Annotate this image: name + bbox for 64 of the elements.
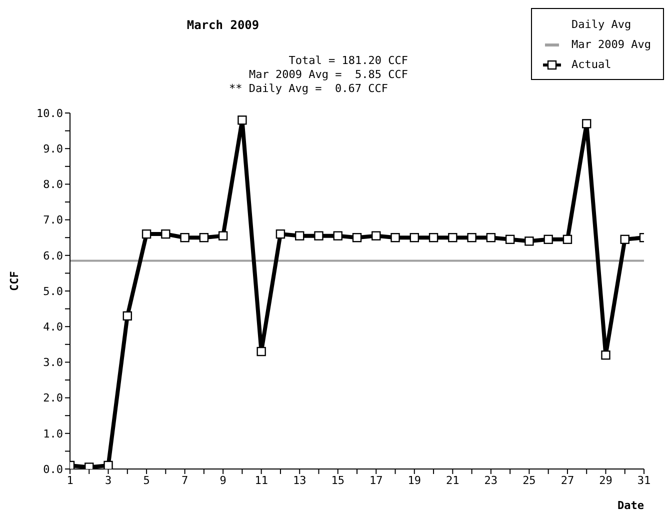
y-tick-label: 6.0 bbox=[43, 249, 63, 262]
y-tick-label: 7.0 bbox=[43, 214, 63, 227]
x-tick-label: 17 bbox=[370, 474, 383, 487]
point bbox=[295, 231, 304, 240]
text: ** Daily Avg = 0.67 CCF bbox=[228, 82, 389, 96]
point bbox=[333, 231, 342, 240]
x-tick-label: 21 bbox=[446, 474, 460, 487]
y-tick-label: 3.0 bbox=[43, 356, 63, 370]
point bbox=[372, 231, 381, 240]
legend-label: Actual bbox=[570, 57, 612, 73]
point bbox=[448, 233, 458, 242]
point bbox=[218, 231, 228, 240]
point bbox=[180, 233, 190, 242]
point bbox=[122, 311, 132, 321]
x-tick-label: 27 bbox=[560, 474, 574, 487]
x-tick-label: 15 bbox=[331, 474, 344, 487]
y-tick-label: 4.0 bbox=[43, 320, 63, 334]
y-tick-label: 10.0 bbox=[36, 106, 63, 120]
x-tick-label: 1 bbox=[66, 474, 74, 487]
x-tick-label: 23 bbox=[484, 474, 498, 487]
y-axis-title: CCF bbox=[8, 271, 21, 291]
x-axis-title: Date bbox=[618, 499, 644, 512]
point bbox=[142, 229, 152, 239]
legend-label: Mar 2009 Avg bbox=[570, 37, 651, 53]
point bbox=[390, 233, 400, 242]
point bbox=[256, 346, 266, 356]
y-tick-label: 5.0 bbox=[43, 284, 63, 298]
y-tick-label: 1.0 bbox=[43, 427, 63, 440]
x-tick-label: 3 bbox=[104, 474, 112, 487]
point bbox=[314, 231, 324, 240]
point bbox=[620, 234, 630, 244]
point bbox=[276, 229, 286, 239]
point bbox=[467, 233, 476, 242]
point bbox=[199, 233, 209, 242]
text: Total = 181.20 CCF bbox=[288, 54, 408, 68]
x-tick-label: 11 bbox=[254, 474, 268, 487]
x-tick-label: 29 bbox=[599, 474, 612, 487]
point bbox=[562, 234, 572, 244]
legend-title: Daily Avg bbox=[570, 17, 632, 33]
y-tick-label: 2.0 bbox=[43, 392, 63, 405]
y-tick-label: 0.0 bbox=[43, 462, 63, 476]
point bbox=[524, 236, 534, 246]
x-tick-label: 25 bbox=[522, 474, 536, 487]
x-tick-label: 9 bbox=[220, 474, 226, 487]
x-tick-label: 7 bbox=[181, 474, 188, 487]
point bbox=[410, 233, 419, 242]
x-tick-label: 19 bbox=[408, 474, 422, 487]
x-tick-label: 31 bbox=[637, 474, 651, 487]
point bbox=[486, 233, 496, 242]
point bbox=[601, 350, 610, 360]
point bbox=[428, 233, 438, 242]
x-tick-label: 5 bbox=[143, 474, 150, 487]
text: Mar 2009 Avg = 5.85 CCF bbox=[248, 68, 408, 82]
point bbox=[505, 234, 515, 244]
y-tick-label: 9.0 bbox=[43, 142, 63, 156]
chart-title: March 2009 bbox=[186, 18, 260, 32]
y-tick-label: 8.0 bbox=[43, 178, 63, 192]
point bbox=[104, 460, 113, 469]
point bbox=[352, 233, 362, 242]
point bbox=[161, 229, 170, 239]
point bbox=[544, 234, 553, 244]
x-tick-label: 13 bbox=[292, 474, 306, 487]
point bbox=[238, 116, 247, 125]
point bbox=[582, 119, 592, 128]
